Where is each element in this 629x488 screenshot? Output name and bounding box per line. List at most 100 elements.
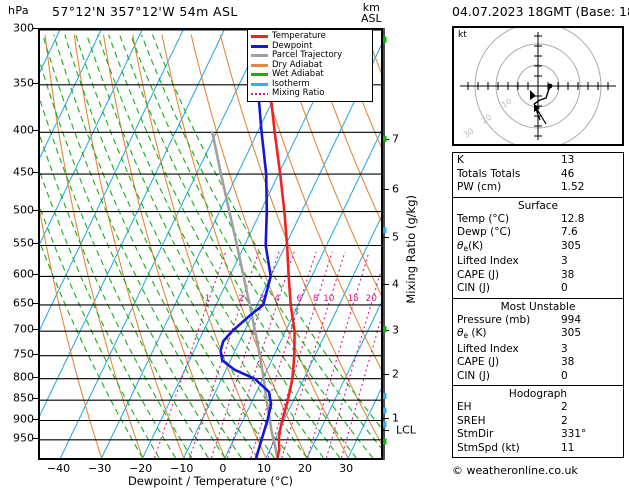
pressure-tick: [32, 274, 38, 276]
pressure-tick: [32, 353, 38, 355]
mixing-ratio-labels: 1 2 3 4 6 8 10 15 20: [205, 294, 378, 304]
wet-adiabat-lines: [40, 34, 381, 458]
temperature-tick-label: 30: [339, 462, 354, 475]
plot-legend: Temperature Dewpoint Parcel Trajectory Dry …: [247, 29, 373, 102]
legend-item: Parcel Trajectory: [251, 50, 369, 61]
stat-key: Lifted Index: [457, 342, 519, 355]
legend-swatch: [251, 54, 268, 58]
pressure-tick-label: 950: [13, 431, 34, 445]
pressure-tick: [32, 398, 38, 400]
stat-key: CIN (J): [457, 282, 490, 294]
pressure-tick-label: 550: [13, 236, 34, 250]
stat-row: CIN (J) 0: [453, 282, 623, 296]
x-axis-title: Dewpoint / Temperature (°C): [127, 474, 294, 488]
height-tick-label: 4: [392, 277, 399, 291]
stat-key: SREH: [457, 414, 486, 427]
stat-value: 331°: [561, 428, 587, 440]
legend-label: Mixing Ratio: [272, 88, 325, 98]
hodograph-panel[interactable]: kt 10 20 30: [452, 22, 624, 150]
height-tick: [383, 417, 389, 419]
temperature-tick-label: −10: [170, 462, 194, 475]
stat-key: Dewp (°C): [457, 226, 511, 238]
legend-swatch: [251, 82, 268, 86]
svg-text:4: 4: [274, 294, 280, 304]
hodograph-trace: [533, 85, 551, 105]
wind-barb: [383, 326, 387, 333]
wind-barb: [383, 438, 387, 445]
stat-row: SREH 2: [453, 415, 623, 429]
height-tick: [383, 236, 389, 238]
legend-item: Wet Adiabat: [251, 69, 369, 80]
wind-barb: [383, 227, 387, 234]
forecast-datetime: 04.07.2023 18GMT (Base: 18): [452, 4, 629, 19]
most-unstable-box: Most Unstable Pressure (mb) 994 θe (K) 305 Li…: [452, 298, 624, 386]
wind-barb: [383, 36, 387, 43]
stability-indices-box: K 13 Totals Totals 46 PW (cm) 1.52: [452, 152, 624, 198]
stat-value: 3: [561, 342, 568, 355]
stat-value: 38: [561, 356, 575, 368]
hodograph-canvas: 10 20 30: [460, 22, 616, 150]
stat-key: θe(K): [457, 239, 484, 253]
temperature-tick-label: 20: [298, 462, 313, 475]
pressure-tick: [32, 209, 38, 211]
stat-value: 38: [561, 268, 575, 281]
legend-swatch: [251, 92, 268, 95]
parcel-trajectory-line: [211, 131, 279, 458]
lcl-label: LCL: [396, 423, 416, 437]
copyright-footer: © weatheronline.co.uk: [452, 464, 578, 477]
height-tick-label: 5: [392, 230, 399, 244]
stat-row: Totals Totals 46: [453, 168, 623, 182]
stat-row: StmDir 331°: [453, 428, 623, 442]
pressure-tick: [32, 437, 38, 439]
stat-value: 13: [561, 154, 575, 166]
legend-swatch: [251, 73, 268, 77]
hodograph-unit-label: kt: [458, 30, 467, 40]
pressure-tick: [32, 329, 38, 331]
wind-barb: [383, 407, 387, 414]
svg-text:30: 30: [462, 126, 476, 139]
height-tick-label: 1: [392, 411, 399, 425]
legend-item: Dewpoint: [251, 40, 369, 52]
wind-barb-column: [383, 28, 387, 460]
legend-item: Dry Adiabat: [251, 59, 369, 71]
stat-row: K 13: [453, 154, 623, 168]
svg-text:6: 6: [297, 294, 303, 304]
pressure-tick: [32, 28, 38, 29]
stat-key: θe (K): [457, 327, 487, 340]
temperature-tick-label: −30: [88, 462, 112, 475]
surface-box: Surface Temp (°C) 12.8 Dewp (°C) 7.6 θe(K) 305…: [452, 197, 624, 299]
wind-barb: [383, 421, 387, 428]
stat-value: 12.8: [561, 212, 585, 225]
stat-section-title: Hodograph: [508, 388, 568, 400]
hodograph-arrow2-icon: [534, 104, 540, 112]
pressure-tick: [32, 376, 38, 378]
height-tick: [383, 188, 389, 190]
legend-item: Mixing Ratio: [251, 88, 369, 99]
stat-section-title: Surface: [517, 199, 558, 212]
height-unit-line1: km: [362, 1, 380, 14]
stat-key: PW (cm): [457, 181, 502, 193]
height-tick-label: 2: [392, 367, 399, 381]
legend-item: Temperature: [251, 31, 369, 42]
legend-label: Dry Adiabat: [272, 59, 323, 70]
legend-label: Dewpoint: [272, 40, 313, 51]
stat-row: Lifted Index 3: [453, 255, 623, 269]
pressure-tick-label: 350: [13, 76, 34, 90]
svg-text:2: 2: [238, 294, 244, 304]
stat-value: 305: [561, 239, 582, 252]
pressure-tick: [32, 302, 38, 304]
pressure-tick-label: 400: [13, 123, 34, 137]
pressure-tick-label: 500: [13, 203, 34, 217]
legend-label: Wet Adiabat: [272, 69, 324, 79]
pressure-tick-label: 900: [13, 412, 34, 426]
stat-row: Pressure (mb) 994: [453, 314, 623, 328]
stat-value: 7.6: [561, 226, 578, 238]
stat-value: 46: [561, 167, 575, 180]
stat-row: θe(K) 305: [453, 240, 623, 256]
svg-text:1: 1: [205, 294, 211, 304]
height-tick: [383, 374, 389, 376]
stat-key: Pressure (mb): [457, 313, 531, 326]
stat-row: CAPE (J) 38: [453, 356, 623, 370]
stat-key: Totals Totals: [457, 167, 521, 180]
stat-key: StmDir: [457, 428, 494, 440]
